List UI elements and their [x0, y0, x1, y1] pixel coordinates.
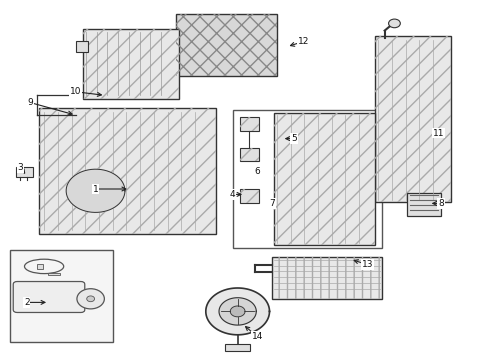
Bar [176, 14, 277, 76]
Bar [16, 167, 33, 177]
Bar [10, 250, 113, 342]
Text: 6: 6 [254, 166, 260, 176]
Text: 7: 7 [269, 199, 275, 208]
Bar [76, 41, 88, 52]
Polygon shape [230, 306, 245, 317]
Bar [240, 148, 259, 161]
Text: 11: 11 [433, 129, 444, 138]
Bar [375, 36, 451, 202]
Circle shape [77, 289, 104, 309]
Circle shape [389, 19, 400, 28]
Bar [39, 108, 216, 234]
Bar [240, 148, 259, 161]
Bar [274, 113, 375, 245]
Bar [407, 193, 441, 216]
Text: 12: 12 [298, 37, 310, 46]
Text: 5: 5 [291, 134, 297, 143]
Text: 10: 10 [70, 87, 82, 96]
Bar [37, 264, 43, 269]
Text: 1: 1 [93, 185, 98, 194]
Text: 8: 8 [438, 199, 444, 208]
Text: 14: 14 [251, 332, 263, 341]
Bar [375, 36, 451, 202]
Bar [176, 14, 277, 76]
Text: 2: 2 [24, 298, 30, 307]
Bar [240, 189, 259, 203]
Bar [233, 110, 382, 248]
Bar [274, 113, 375, 245]
Circle shape [87, 296, 95, 302]
Bar [39, 108, 216, 234]
Bar [272, 257, 382, 299]
Bar [240, 189, 259, 203]
Bar [272, 257, 382, 299]
Bar [83, 29, 179, 99]
Bar [225, 344, 250, 351]
Polygon shape [206, 288, 270, 335]
Bar [83, 29, 179, 99]
FancyBboxPatch shape [13, 282, 85, 312]
Text: 3: 3 [18, 163, 24, 172]
Bar [240, 117, 259, 131]
Text: 4: 4 [230, 190, 236, 199]
Polygon shape [219, 298, 256, 325]
Text: 13: 13 [362, 260, 373, 269]
Bar [48, 273, 60, 275]
Bar [240, 117, 259, 131]
Text: 9: 9 [27, 98, 33, 107]
Polygon shape [66, 169, 125, 212]
